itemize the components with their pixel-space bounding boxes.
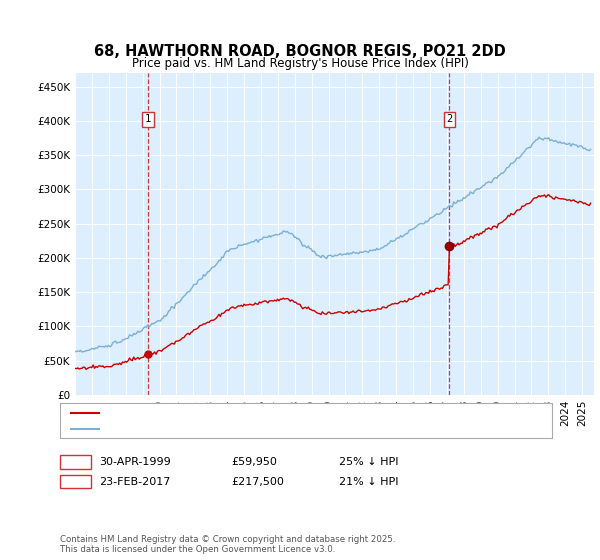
Text: Contains HM Land Registry data © Crown copyright and database right 2025.
This d: Contains HM Land Registry data © Crown c… xyxy=(60,535,395,554)
Text: 68, HAWTHORN ROAD, BOGNOR REGIS, PO21 2DD: 68, HAWTHORN ROAD, BOGNOR REGIS, PO21 2D… xyxy=(94,44,506,59)
Text: 23-FEB-2017: 23-FEB-2017 xyxy=(99,477,170,487)
Text: HPI: Average price, semi-detached house, Arun: HPI: Average price, semi-detached house,… xyxy=(105,423,341,433)
Text: 1: 1 xyxy=(145,114,151,124)
Text: 25% ↓ HPI: 25% ↓ HPI xyxy=(339,457,398,467)
Text: Price paid vs. HM Land Registry's House Price Index (HPI): Price paid vs. HM Land Registry's House … xyxy=(131,57,469,71)
Text: £59,950: £59,950 xyxy=(231,457,277,467)
Text: 68, HAWTHORN ROAD, BOGNOR REGIS, PO21 2DD (semi-detached house): 68, HAWTHORN ROAD, BOGNOR REGIS, PO21 2D… xyxy=(105,408,476,418)
Text: £217,500: £217,500 xyxy=(231,477,284,487)
Text: 2: 2 xyxy=(446,114,452,124)
Text: 1: 1 xyxy=(73,457,79,467)
Text: 30-APR-1999: 30-APR-1999 xyxy=(99,457,171,467)
Text: 21% ↓ HPI: 21% ↓ HPI xyxy=(339,477,398,487)
Text: 2: 2 xyxy=(73,477,79,487)
